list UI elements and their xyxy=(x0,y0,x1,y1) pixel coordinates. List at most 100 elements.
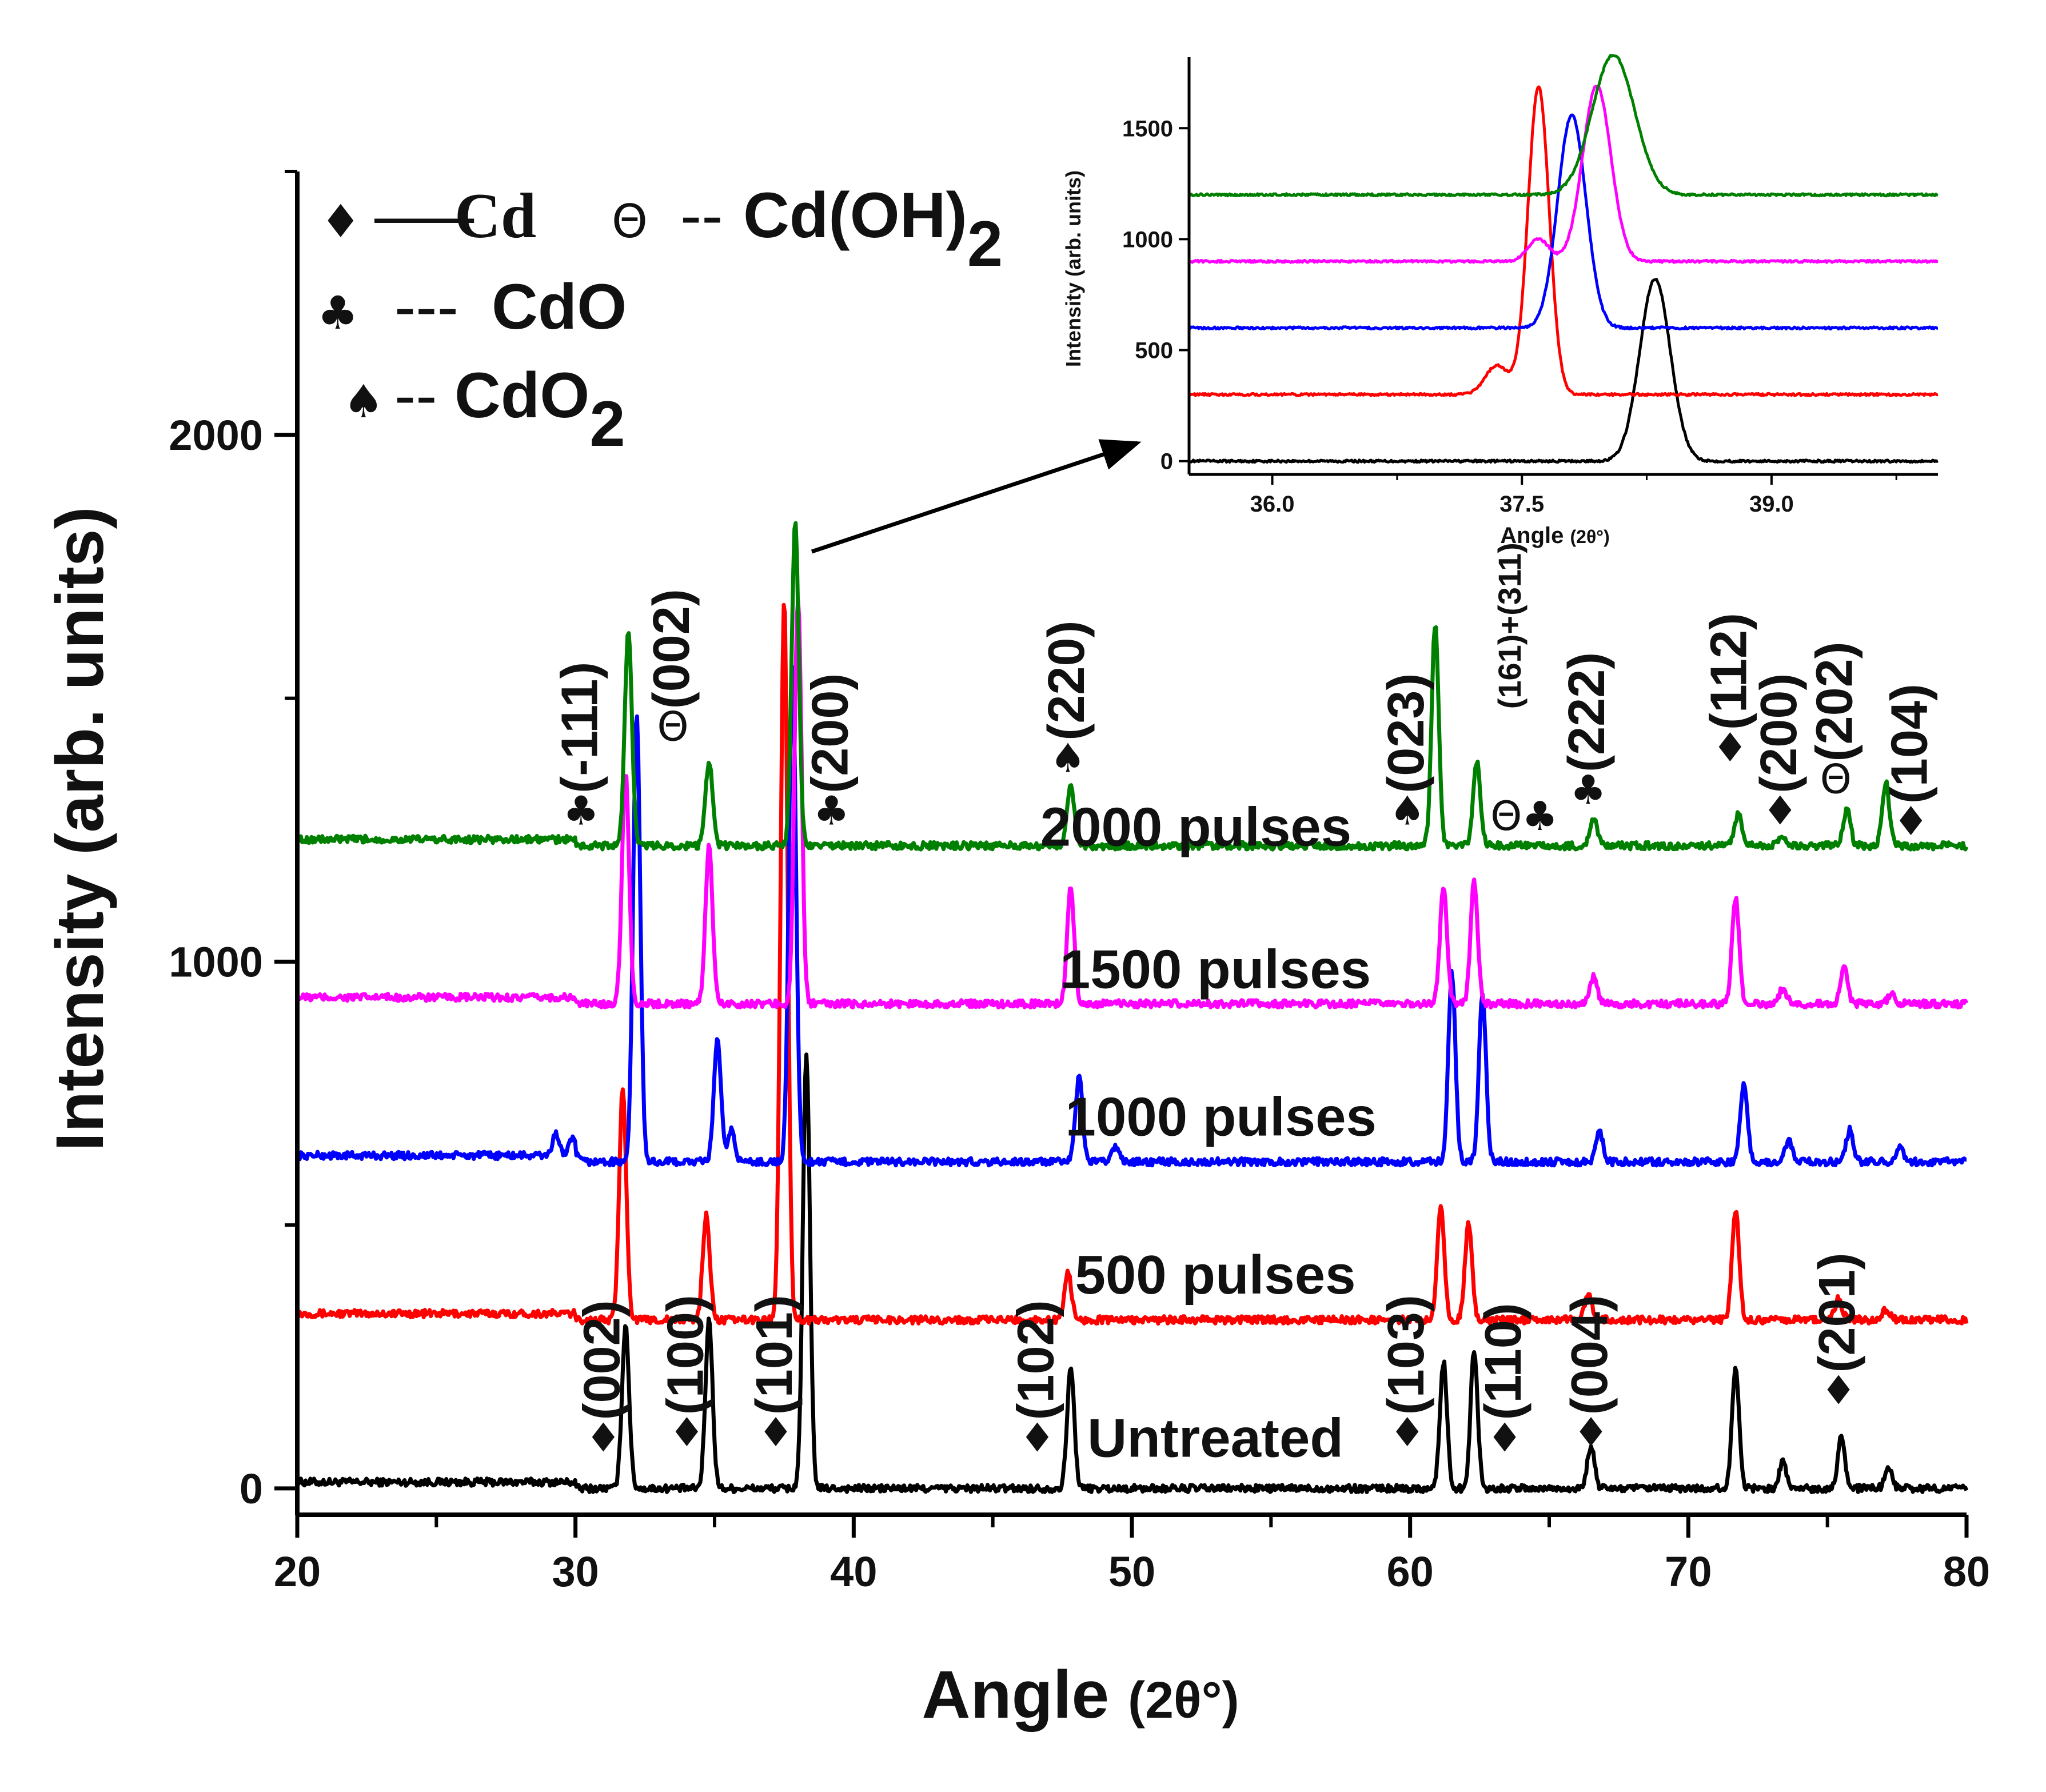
x-tick-label: 40 xyxy=(830,1548,877,1595)
peak-marker-icon: Θ xyxy=(657,703,688,750)
inset-series-line-1500-pulses xyxy=(1188,85,1939,264)
legend-dash: -- xyxy=(394,360,437,431)
inset-series-line-500-pulses xyxy=(1188,85,1939,397)
peak-marker-icon: ♦ xyxy=(585,1414,621,1461)
peak-label: (161)+(311) xyxy=(1491,542,1527,709)
x-axis-title-main: Angle xyxy=(922,1657,1109,1733)
inset-tick-group: 36.0 37.5 39.0 0 500 1000 1500 xyxy=(1122,116,1897,517)
peak-label: (004) xyxy=(1561,1295,1618,1415)
series-line-1000-pulses xyxy=(295,664,1968,1168)
peak-marker-icon: Θ xyxy=(1820,756,1852,803)
peak-label: (101) xyxy=(746,1295,803,1415)
inset-y-tick-label: 1500 xyxy=(1122,116,1173,141)
legend-dash: —– xyxy=(374,179,474,251)
peak-annotation: Θ(002) xyxy=(643,589,700,750)
peak-label: (002) xyxy=(643,589,700,709)
peak-annotation: Θ(202) xyxy=(1806,641,1863,803)
peak-annotation: ♣(-111) xyxy=(551,662,608,835)
peak-label: (202) xyxy=(1806,641,1863,761)
peak-label: (200) xyxy=(801,673,859,793)
peak-annotation: ♦(104) xyxy=(1881,684,1939,845)
peak-marker-icon: ♦ xyxy=(1712,724,1748,771)
inset-y-tick-label: 0 xyxy=(1160,449,1173,474)
peak-annotation: ♠(220) xyxy=(1038,620,1095,781)
peak-annotation: ♣(200) xyxy=(801,673,859,835)
x-tick-label: 60 xyxy=(1387,1548,1434,1595)
inset-x-axis-title: Angle (2θ°) xyxy=(1500,523,1609,548)
y-tick-label: 2000 xyxy=(169,412,263,459)
series-label-untreated: Untreated xyxy=(1087,1408,1343,1469)
peak-annotation: ♦(110) xyxy=(1475,1303,1532,1461)
peak-annotation: ♦(002) xyxy=(573,1300,631,1461)
peak-annotation: ♦(103) xyxy=(1378,1295,1435,1456)
peak-marker-icon: ♦ xyxy=(1389,1409,1425,1456)
inset-x-tick-label: 37.5 xyxy=(1499,492,1544,517)
x-axis-title: Angle (2θ°) xyxy=(922,1657,1239,1733)
peak-label: (100) xyxy=(657,1295,714,1415)
x-tick-label: 80 xyxy=(1943,1548,1990,1595)
peak-annotation: ♦(102) xyxy=(1008,1300,1065,1461)
peak-marker-icon: ♣ xyxy=(1570,767,1606,813)
inset-series-group xyxy=(1188,54,1939,464)
peak-marker-icon: ♠ xyxy=(1050,735,1086,782)
peak-label: (102) xyxy=(1008,1300,1065,1420)
inset-x-axis-title-main: Angle xyxy=(1500,523,1564,548)
spade-icon: ♠ xyxy=(343,375,384,428)
peak-marker-icon: ♦ xyxy=(758,1409,794,1456)
peak-annotation: ♦(200) xyxy=(1750,673,1808,835)
inset-y-tick-label: 500 xyxy=(1135,338,1173,364)
y-axis-title: Intensity (arb. units) xyxy=(42,506,118,1151)
peak-marker-icon: ♦ xyxy=(1573,1409,1609,1456)
peak-marker-icon: ♦ xyxy=(669,1409,705,1456)
series-label-2000-pulses: 2000 pulses xyxy=(1040,797,1351,858)
theta-icon: Θ xyxy=(612,195,648,248)
legend-dash: -- xyxy=(680,179,723,251)
peak-label: (-111) xyxy=(551,662,608,793)
x-tick-label: 30 xyxy=(552,1548,599,1595)
x-tick-label: 20 xyxy=(274,1548,321,1595)
legend-label-cd: Cd xyxy=(454,181,536,252)
legend-item-cd: ♦ —– Cd xyxy=(320,179,536,252)
peak-label: (220) xyxy=(1038,620,1095,740)
legend-label-cdoh2-main: Cd(OH) xyxy=(743,179,967,251)
legend-label-cdo2: CdO2 xyxy=(454,360,625,460)
peak-marker-icon: ♠ xyxy=(1389,788,1425,835)
peak-annotation-group: ♦(002)♦(100)♦(101)♦(102)♦(103)♦(110)♦(00… xyxy=(551,542,1938,1461)
peak-annotation: ♦(100) xyxy=(657,1295,714,1456)
peak-label: (201) xyxy=(1809,1252,1866,1372)
main-series-group xyxy=(295,521,1969,1494)
peak-marker-icon: ♦ xyxy=(1893,798,1929,845)
peak-annotation: ♦(004) xyxy=(1561,1295,1618,1456)
series-label-500-pulses: 500 pulses xyxy=(1075,1244,1356,1306)
legend-label-cdo2-sub: 2 xyxy=(589,388,625,460)
inset-x-tick-label: 39.0 xyxy=(1749,492,1794,517)
x-axis-title-unit: (2θ°) xyxy=(1128,1672,1239,1729)
peak-label: (200) xyxy=(1750,673,1808,793)
inset-x-axis-title-unit: (2θ°) xyxy=(1570,526,1610,547)
peak-marker-icon: ♣ xyxy=(813,788,849,835)
zoom-arrow-line xyxy=(811,439,1142,554)
peak-label: (002) xyxy=(573,1300,631,1420)
legend-item-cdo: ♣ --- CdO xyxy=(317,271,627,342)
series-label-group: Untreated 500 pulses 1000 pulses 1500 pulse… xyxy=(1040,797,1377,1469)
peak-label: (110) xyxy=(1475,1303,1532,1420)
peak-annotation: ♣(222) xyxy=(1558,652,1616,813)
peak-annotation: (161)+(311) xyxy=(1491,542,1527,709)
inset-series-line-1000-pulses xyxy=(1188,113,1939,331)
peak-annotation: ♦(112) xyxy=(1700,613,1757,771)
peak-annotation: ♦(101) xyxy=(746,1295,803,1456)
club-icon: ♣ xyxy=(317,286,358,340)
legend-label-cdoh2: Cd(OH)2 xyxy=(743,179,1003,280)
series-label-1000-pulses: 1000 pulses xyxy=(1066,1086,1377,1147)
inset-series-line-untreated xyxy=(1188,278,1939,464)
x-tick-label: 50 xyxy=(1108,1548,1155,1595)
legend-label-cdoh2-sub: 2 xyxy=(967,208,1003,280)
legend-label-cdo: CdO xyxy=(492,271,627,342)
legend-item-cdo2: ♠ -- CdO2 xyxy=(343,360,625,460)
inset-plot: 36.0 37.5 39.0 0 500 1000 1500 Angle (2θ°) Int… xyxy=(1062,51,1939,548)
peak-marker-icon: ♦ xyxy=(1019,1414,1055,1461)
peak-label: (222) xyxy=(1558,652,1616,772)
peak-label: (104) xyxy=(1881,684,1939,804)
peak-marker-icon: ♣ xyxy=(563,788,599,835)
